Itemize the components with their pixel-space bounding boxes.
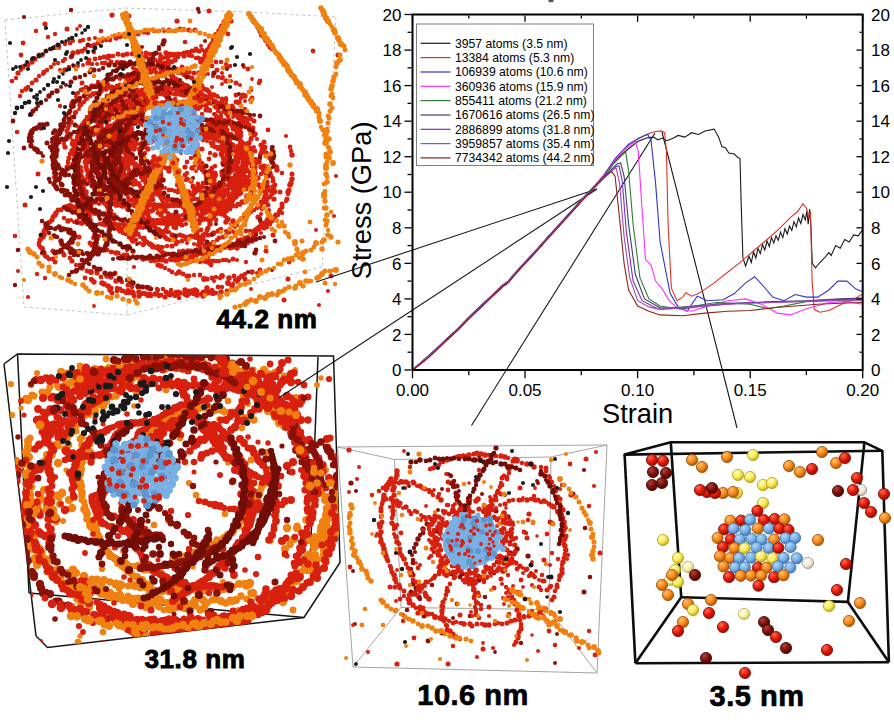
svg-text:8: 8	[871, 219, 880, 238]
svg-text:6: 6	[392, 255, 401, 274]
svg-text:1670616 atoms (26.5 nm): 1670616 atoms (26.5 nm)	[455, 108, 595, 122]
svg-text:855411 atoms (21.2 nm): 855411 atoms (21.2 nm)	[455, 94, 587, 108]
svg-text:20: 20	[871, 6, 890, 25]
svg-text:20: 20	[383, 6, 402, 25]
svg-text:6: 6	[871, 255, 880, 274]
svg-text:8: 8	[392, 219, 401, 238]
svg-text:12: 12	[383, 148, 402, 167]
svg-text:3959857 atoms (35.4 nm): 3959857 atoms (35.4 nm)	[455, 137, 595, 151]
svg-text:0: 0	[392, 361, 401, 380]
svg-text:16: 16	[871, 77, 890, 96]
svg-text:44.2 nm: 44.2 nm	[216, 304, 317, 334]
svg-text:4: 4	[871, 290, 880, 309]
svg-text:14: 14	[383, 112, 402, 131]
svg-text:13384 atoms (5.3 nm): 13384 atoms (5.3 nm)	[455, 51, 574, 65]
svg-text:106939 atoms (10.6 nm): 106939 atoms (10.6 nm)	[455, 65, 588, 79]
svg-text:0.05: 0.05	[508, 381, 541, 400]
svg-text:2886899 atoms (31.8 nm): 2886899 atoms (31.8 nm)	[455, 123, 595, 137]
svg-text:2: 2	[871, 326, 880, 345]
svg-text:Stress (GPa): Stress (GPa)	[346, 121, 377, 279]
svg-text:0.20: 0.20	[846, 381, 879, 400]
svg-text:18: 18	[383, 41, 402, 60]
svg-text:0: 0	[871, 361, 880, 380]
svg-text:7734342 atoms (44.2 nm): 7734342 atoms (44.2 nm)	[455, 151, 595, 165]
svg-text:16: 16	[383, 77, 402, 96]
svg-text:10: 10	[383, 183, 402, 202]
svg-text:12: 12	[871, 148, 890, 167]
svg-text:3.5 nm: 3.5 nm	[710, 680, 805, 712]
svg-text:14: 14	[871, 112, 890, 131]
svg-text:10: 10	[871, 183, 890, 202]
svg-text:10.6 nm: 10.6 nm	[417, 679, 529, 711]
svg-text:0.15: 0.15	[734, 381, 767, 400]
svg-text:31.8 nm: 31.8 nm	[144, 644, 245, 674]
svg-text:3957 atoms (3.5 nm): 3957 atoms (3.5 nm)	[455, 37, 567, 51]
svg-text:0.00: 0.00	[396, 381, 429, 400]
svg-text:360936 atoms (15.9 nm): 360936 atoms (15.9 nm)	[455, 80, 588, 94]
svg-text:4: 4	[392, 290, 401, 309]
svg-text:2: 2	[392, 326, 401, 345]
svg-text:Strain: Strain	[602, 398, 673, 429]
svg-text:18: 18	[871, 41, 890, 60]
